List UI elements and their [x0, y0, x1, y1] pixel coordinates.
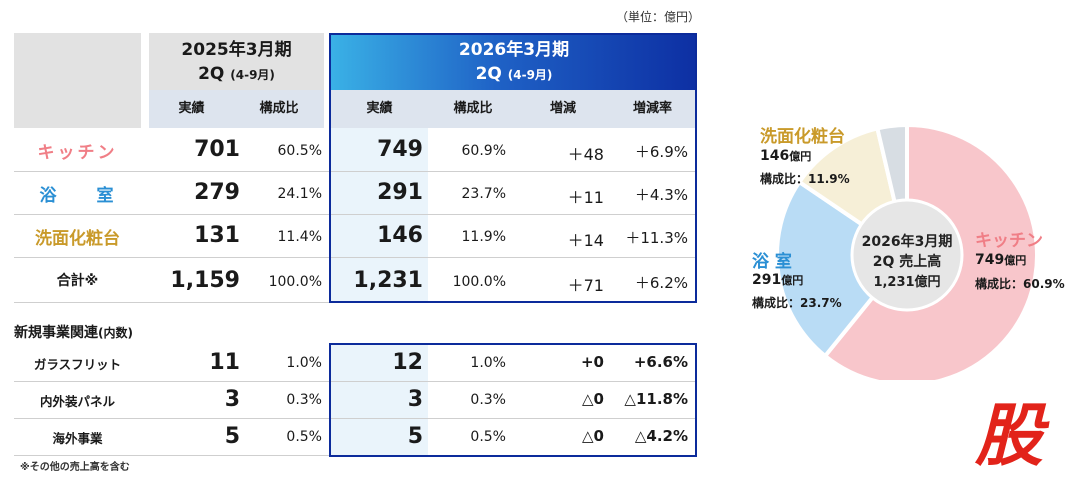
kitchen-diff: ＋48	[567, 145, 604, 164]
row-label-total: 合計※	[56, 273, 99, 289]
slice-ratio-vanity: 構成比：11.9%	[760, 172, 850, 186]
overseas-prev-ratio: 0.5%	[286, 429, 322, 445]
bath-cur: 291	[377, 180, 423, 205]
cur-actual-bg2	[331, 345, 428, 455]
kitchen-prev: 701	[194, 137, 240, 162]
kitchen-cur: 749	[377, 137, 423, 162]
stamp-mark: 股	[975, 397, 1044, 476]
center-line-1: 2026年3月期	[862, 233, 953, 250]
row-divider	[14, 418, 697, 419]
cur-period-title: 2026年3月期	[458, 40, 570, 60]
slice-label-kitchen: キッチン	[975, 231, 1043, 251]
row-divider	[14, 257, 697, 258]
overseas-cur: 5	[407, 424, 423, 449]
slice-label-bath: 浴 室	[752, 252, 792, 272]
panel-rate: △11.8%	[624, 390, 688, 408]
total-prev-ratio: 100.0%	[268, 274, 322, 290]
row-label-vanity: 洗面化粧台	[35, 229, 120, 249]
slice-value-kitchen: 749億円	[975, 252, 1027, 268]
kitchen-prev-ratio: 60.5%	[277, 143, 322, 159]
current-period-frame-2	[329, 343, 697, 457]
row-label-kitchen: キッチン	[37, 143, 118, 163]
donut-slice-1	[775, 179, 910, 359]
row2-label-glass: ガラスフリット	[33, 357, 122, 372]
row-divider	[14, 381, 697, 382]
row2-label-overseas: 海外事業	[52, 431, 103, 446]
prev-period-sub: 2Q	[198, 64, 225, 84]
bath-diff: ＋11	[567, 188, 604, 207]
vanity-rate: ＋11.3%	[625, 229, 688, 247]
total-rate: ＋6.2%	[634, 274, 688, 292]
glass-prev-ratio: 1.0%	[286, 355, 322, 371]
center-line-3: 1,231億円	[873, 274, 940, 290]
glass-rate: +6.6%	[633, 353, 688, 371]
vanity-cur-ratio: 11.9%	[461, 229, 506, 245]
footnote: ※その他の売上高を含む	[20, 462, 130, 473]
total-diff: ＋71	[567, 276, 604, 295]
kitchen-cur-ratio: 60.9%	[461, 143, 506, 159]
header-blank	[14, 33, 141, 128]
row-divider	[14, 214, 697, 215]
panel-prev: 3	[224, 387, 240, 412]
col-prev-ratio: 構成比	[259, 101, 299, 116]
prev-period-title: 2025年3月期	[181, 40, 292, 60]
overseas-cur-ratio: 0.5%	[470, 429, 506, 445]
slice-value-vanity: 146億円	[760, 148, 812, 164]
total-cur: 1,231	[353, 268, 423, 293]
header-cur-period: 2026年3月期 2Q (4-9月)	[331, 33, 697, 90]
header-prev-period: 2025年3月期 2Q (4-9月)	[149, 33, 324, 90]
section2-title: 新規事業関連(内数)	[14, 325, 133, 341]
vanity-cur: 146	[377, 223, 423, 248]
center-line-2: 2Q 売上高	[873, 253, 942, 270]
row-label-bath: 浴 室	[39, 186, 116, 206]
row2-label-panel: 内外装パネル	[39, 394, 115, 409]
col-cur-ratio: 構成比	[453, 101, 493, 116]
col-rate: 増減率	[632, 101, 672, 116]
kitchen-rate: ＋6.9%	[634, 143, 688, 161]
cur-period-sub: 2Q	[475, 64, 502, 84]
slice-ratio-kitchen: 構成比：60.9%	[975, 277, 1065, 291]
glass-diff: +0	[580, 353, 604, 371]
glass-prev: 11	[209, 350, 240, 375]
panel-cur: 3	[407, 387, 423, 412]
prev-period-range: (4-9月)	[230, 68, 275, 82]
slice-value-bath: 291億円	[752, 272, 804, 288]
col-prev-actual: 実績	[178, 101, 205, 116]
panel-cur-ratio: 0.3%	[470, 392, 506, 408]
glass-cur: 12	[392, 350, 423, 375]
slice-ratio-bath: 構成比：23.7%	[752, 296, 842, 310]
col-diff: 増減	[549, 101, 576, 116]
vanity-prev: 131	[194, 223, 240, 248]
cur-period-range: (4-9月)	[507, 68, 553, 82]
bath-prev: 279	[194, 180, 240, 205]
column-header-row: 実績 構成比 実績 構成比 増減 増減率	[149, 90, 697, 128]
row-divider	[14, 171, 697, 172]
current-period-frame	[329, 33, 697, 303]
bath-cur-ratio: 23.7%	[461, 186, 506, 202]
bath-prev-ratio: 24.1%	[277, 186, 322, 202]
bath-rate: ＋4.3%	[634, 186, 688, 204]
panel-prev-ratio: 0.3%	[286, 392, 322, 408]
total-prev: 1,159	[170, 268, 240, 293]
panel-diff: △0	[582, 390, 604, 408]
vanity-prev-ratio: 11.4%	[277, 229, 322, 245]
donut-center	[850, 198, 964, 312]
col-cur-actual: 実績	[366, 101, 393, 116]
unit-label: （単位：億円）	[615, 10, 700, 24]
overseas-diff: △0	[582, 427, 604, 445]
sales-donut-chart: 2026年3月期 2Q 売上高 1,231億円	[775, 122, 1039, 380]
overseas-prev: 5	[224, 424, 240, 449]
overseas-rate: △4.2%	[634, 427, 688, 445]
vanity-diff: ＋14	[567, 231, 604, 250]
sub-gap	[324, 90, 331, 128]
total-cur-ratio: 100.0%	[452, 274, 506, 290]
slice-label-vanity: 洗面化粧台	[760, 127, 845, 147]
glass-cur-ratio: 1.0%	[470, 355, 506, 371]
